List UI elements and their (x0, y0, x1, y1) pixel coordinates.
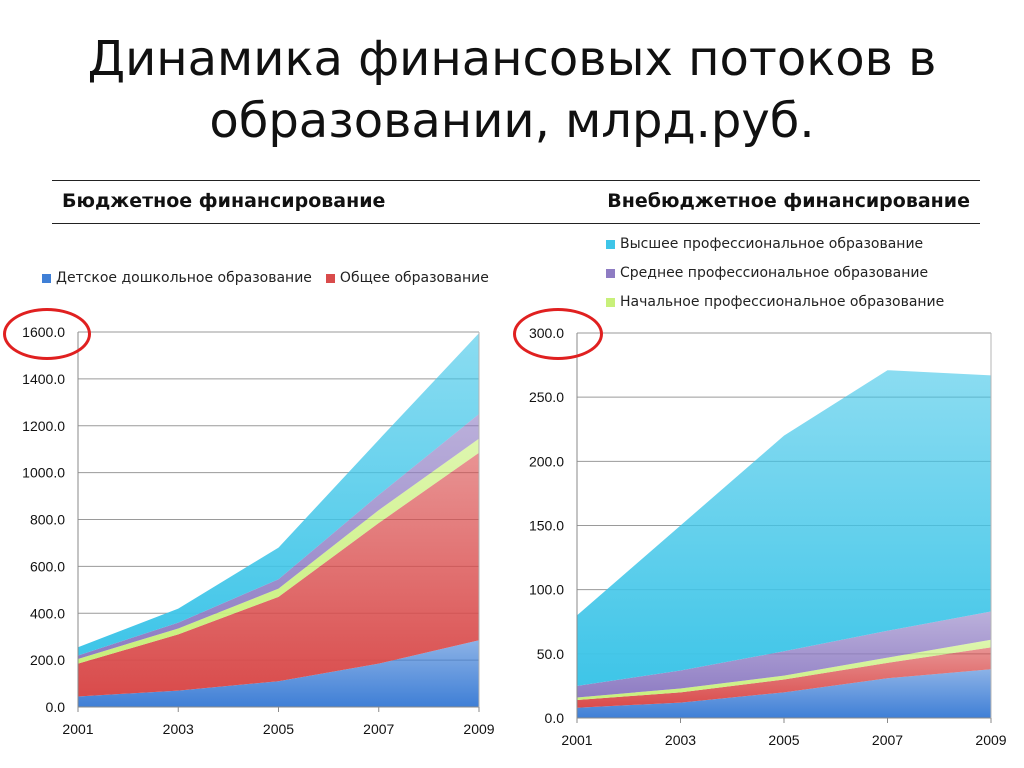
right-area-series-1 (577, 647, 991, 708)
right-area-series-3 (577, 611, 991, 698)
left-chart-legend: Детское дошкольное образование Общее обра… (42, 270, 489, 286)
left-y-tick-label: 800.0 (30, 512, 65, 528)
left-area-series-1 (78, 452, 479, 697)
left-x-tick-label: 2001 (62, 721, 93, 737)
right-y-tick-label: 200.0 (529, 453, 564, 469)
right-legend-swatch (606, 239, 615, 249)
left-legend-label: Общее образование (339, 270, 489, 286)
left-legend-swatch (325, 273, 335, 283)
slide-title: Динамика финансовых потоков в образовани… (0, 28, 1024, 152)
left-legend-item: Общее образование (325, 270, 489, 286)
right-y-tick-label: 0.0 (545, 710, 565, 726)
left-y-tick-label: 600.0 (30, 558, 65, 574)
section-header-bar: Бюджетное финансирование Внебюджетное фи… (52, 180, 980, 224)
right-legend-label: Высшее профессиональное образование (620, 236, 924, 252)
right-legend-item: Начальное профессиональное образование (606, 294, 944, 310)
left-y-tick-label: 1000.0 (22, 465, 65, 481)
right-area-series-4 (577, 370, 991, 686)
right-x-tick-label: 2001 (561, 732, 592, 748)
left-area-series-0 (78, 640, 479, 707)
budget-area-chart: 0.0 200.0 400.0 600.0 800.0 1000.0 1200.0 1400.… (22, 324, 495, 737)
right-x-tick-label: 2007 (872, 732, 903, 748)
right-x-tick-label: 2005 (768, 732, 799, 748)
left-legend-item: Детское дошкольное образование (42, 270, 312, 286)
right-legend-item: Среднее профессиональное образование (606, 265, 944, 281)
left-y-tick-label: 200.0 (30, 652, 65, 668)
left-ymax-highlight-circle (3, 308, 91, 360)
left-x-tick-label: 2005 (263, 721, 294, 737)
right-ymax-highlight-circle (513, 308, 603, 360)
right-area-series-2 (577, 639, 991, 701)
left-x-tick-label: 2003 (163, 721, 194, 737)
right-legend-swatch (606, 268, 615, 278)
left-y-tick-label: 1200.0 (22, 418, 65, 434)
right-legend-label: Начальное профессиональное образование (620, 294, 945, 310)
right-y-tick-label: 100.0 (529, 582, 564, 598)
right-x-tick-label: 2009 (975, 732, 1006, 748)
left-y-tick-label: 1400.0 (22, 371, 65, 387)
right-y-tick-label: 250.0 (529, 389, 564, 405)
left-legend-swatch (42, 273, 51, 283)
right-legend-label: Среднее профессиональное образование (620, 265, 929, 281)
slide-title-line1: Динамика финансовых потоков в (87, 31, 937, 87)
right-legend-item: Высшее профессиональное образование (606, 236, 944, 252)
budget-funding-heading: Бюджетное финансирование (62, 190, 386, 212)
left-y-tick-label: 400.0 (30, 605, 65, 621)
slide-title-line2: образовании, млрд.руб. (209, 93, 815, 149)
right-y-tick-label: 50.0 (537, 646, 564, 662)
right-y-tick-label: 150.0 (529, 518, 564, 534)
left-y-tick-label: 0.0 (46, 699, 66, 715)
left-legend-label: Детское дошкольное образование (56, 270, 312, 286)
right-legend-swatch (606, 297, 615, 307)
right-x-tick-label: 2003 (665, 732, 696, 748)
extrabudget-funding-heading: Внебюджетное финансирование (607, 190, 970, 212)
left-x-tick-label: 2009 (463, 721, 494, 737)
right-chart-legend: Высшее профессиональное образование Средн… (606, 236, 944, 323)
left-x-tick-label: 2007 (363, 721, 394, 737)
right-area-series-0 (577, 669, 991, 718)
